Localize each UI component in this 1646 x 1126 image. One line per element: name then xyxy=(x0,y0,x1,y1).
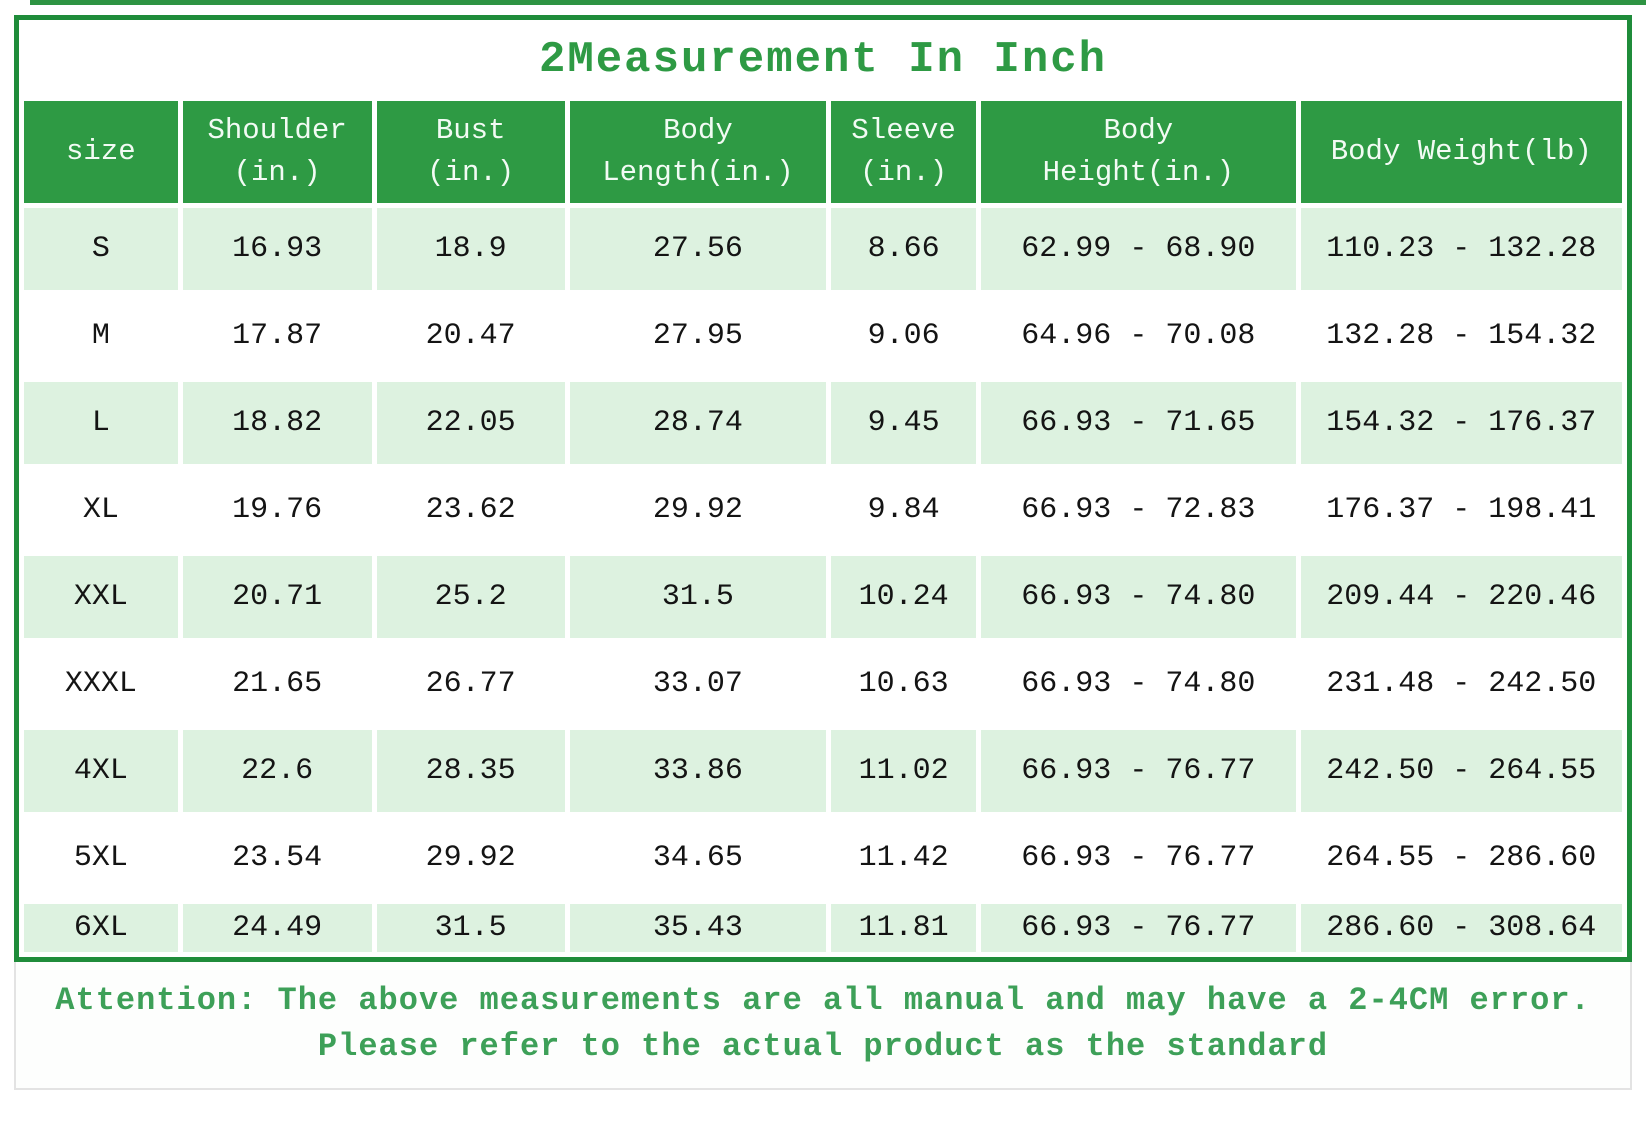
table-row: XXL 20.71 25.2 31.5 10.24 66.93 - 74.80 209.44… xyxy=(24,556,1622,638)
body-length-cell: 28.74 xyxy=(569,382,827,464)
size-cell: 6XL xyxy=(24,904,178,952)
bust-cell: 23.62 xyxy=(376,469,565,551)
shoulder-cell: 20.71 xyxy=(182,556,372,638)
chart-title: 2Measurement In Inch xyxy=(538,35,1108,85)
bust-cell: 26.77 xyxy=(376,643,565,725)
bust-cell: 22.05 xyxy=(376,382,565,464)
col-header-shoulder: Shoulder (in.) xyxy=(182,101,372,203)
body-weight-cell: 154.32 - 176.37 xyxy=(1300,382,1622,464)
body-height-cell: 64.96 - 70.08 xyxy=(981,295,1296,377)
body-weight-cell: 242.50 - 264.55 xyxy=(1300,730,1622,812)
attention-line-1: Attention: The above measurements are al… xyxy=(55,982,1591,1019)
body-height-cell: 66.93 - 71.65 xyxy=(981,382,1296,464)
body-height-cell: 66.93 - 76.77 xyxy=(981,904,1296,952)
body-length-cell: 33.86 xyxy=(569,730,827,812)
sleeve-cell: 11.42 xyxy=(831,817,977,899)
col-header-size: size xyxy=(24,101,178,203)
body-weight-cell: 209.44 - 220.46 xyxy=(1300,556,1622,638)
table-row: S 16.93 18.9 27.56 8.66 62.99 - 68.90 110.23 -… xyxy=(24,208,1622,290)
table-row: M 17.87 20.47 27.95 9.06 64.96 - 70.08 132.28 … xyxy=(24,295,1622,377)
sleeve-cell: 8.66 xyxy=(831,208,977,290)
bust-cell: 20.47 xyxy=(376,295,565,377)
col-header-sleeve: Sleeve (in.) xyxy=(831,101,977,203)
body-height-cell: 66.93 - 72.83 xyxy=(981,469,1296,551)
table-row: 4XL 22.6 28.35 33.86 11.02 66.93 - 76.77 242.5… xyxy=(24,730,1622,812)
sleeve-cell: 9.06 xyxy=(831,295,977,377)
top-divider-line xyxy=(30,0,1646,5)
body-height-cell: 66.93 - 76.77 xyxy=(981,730,1296,812)
col-header-body-length: Body Length(in.) xyxy=(569,101,827,203)
body-length-cell: 27.56 xyxy=(569,208,827,290)
size-table: size Shoulder (in.) Bust (in.) Body Leng… xyxy=(19,96,1627,957)
table-row: L 18.82 22.05 28.74 9.45 66.93 - 71.65 154.32 … xyxy=(24,382,1622,464)
bust-cell: 25.2 xyxy=(376,556,565,638)
body-weight-cell: 286.60 - 308.64 xyxy=(1300,904,1622,952)
size-cell: 5XL xyxy=(24,817,178,899)
bust-cell: 28.35 xyxy=(376,730,565,812)
body-height-cell: 66.93 - 76.77 xyxy=(981,817,1296,899)
attention-note: Attention: The above measurements are al… xyxy=(14,962,1632,1090)
col-header-bust: Bust (in.) xyxy=(376,101,565,203)
size-cell: XXL xyxy=(24,556,178,638)
shoulder-cell: 19.76 xyxy=(182,469,372,551)
body-length-cell: 29.92 xyxy=(569,469,827,551)
col-header-body-weight: Body Weight(lb) xyxy=(1300,101,1622,203)
bust-cell: 31.5 xyxy=(376,904,565,952)
size-cell: M xyxy=(24,295,178,377)
col-header-body-height: Body Height(in.) xyxy=(981,101,1296,203)
body-weight-cell: 176.37 - 198.41 xyxy=(1300,469,1622,551)
table-row: 6XL 24.49 31.5 35.43 11.81 66.93 - 76.77 286.6… xyxy=(24,904,1622,952)
size-cell: L xyxy=(24,382,178,464)
bust-cell: 29.92 xyxy=(376,817,565,899)
body-height-cell: 62.99 - 68.90 xyxy=(981,208,1296,290)
body-length-cell: 35.43 xyxy=(569,904,827,952)
shoulder-cell: 22.6 xyxy=(182,730,372,812)
bust-cell: 18.9 xyxy=(376,208,565,290)
shoulder-cell: 23.54 xyxy=(182,817,372,899)
body-weight-cell: 264.55 - 286.60 xyxy=(1300,817,1622,899)
body-weight-cell: 231.48 - 242.50 xyxy=(1300,643,1622,725)
body-height-cell: 66.93 - 74.80 xyxy=(981,643,1296,725)
shoulder-cell: 21.65 xyxy=(182,643,372,725)
body-length-cell: 33.07 xyxy=(569,643,827,725)
body-length-cell: 31.5 xyxy=(569,556,827,638)
table-row: XXXL 21.65 26.77 33.07 10.63 66.93 - 74.80 231… xyxy=(24,643,1622,725)
table-row: XL 19.76 23.62 29.92 9.84 66.93 - 72.83 176.37… xyxy=(24,469,1622,551)
body-weight-cell: 132.28 - 154.32 xyxy=(1300,295,1622,377)
table-row: 5XL 23.54 29.92 34.65 11.42 66.93 - 76.77 264.… xyxy=(24,817,1622,899)
size-chart-panel: 2Measurement In Inch size Shoulder (in.)… xyxy=(14,15,1632,962)
size-cell: XL xyxy=(24,469,178,551)
shoulder-cell: 24.49 xyxy=(182,904,372,952)
sleeve-cell: 10.63 xyxy=(831,643,977,725)
shoulder-cell: 16.93 xyxy=(182,208,372,290)
sleeve-cell: 11.81 xyxy=(831,904,977,952)
body-height-cell: 66.93 - 74.80 xyxy=(981,556,1296,638)
size-cell: XXXL xyxy=(24,643,178,725)
header-row: size Shoulder (in.) Bust (in.) Body Leng… xyxy=(24,101,1622,203)
body-length-cell: 34.65 xyxy=(569,817,827,899)
sleeve-cell: 11.02 xyxy=(831,730,977,812)
body-length-cell: 27.95 xyxy=(569,295,827,377)
shoulder-cell: 17.87 xyxy=(182,295,372,377)
size-cell: 4XL xyxy=(24,730,178,812)
size-cell: S xyxy=(24,208,178,290)
attention-line-2: Please refer to the actual product as th… xyxy=(317,1028,1329,1065)
sleeve-cell: 9.45 xyxy=(831,382,977,464)
shoulder-cell: 18.82 xyxy=(182,382,372,464)
sleeve-cell: 9.84 xyxy=(831,469,977,551)
sleeve-cell: 10.24 xyxy=(831,556,977,638)
body-weight-cell: 110.23 - 132.28 xyxy=(1300,208,1622,290)
